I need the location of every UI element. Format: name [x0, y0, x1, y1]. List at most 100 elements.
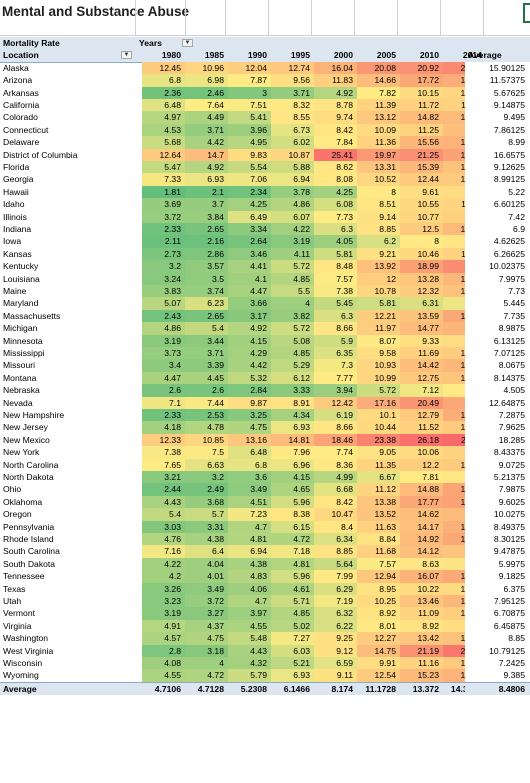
value-cell[interactable]: 9.25: [314, 632, 357, 645]
value-cell[interactable]: 4.05: [314, 235, 357, 248]
average-cell[interactable]: 7.07125: [465, 347, 530, 360]
location-cell[interactable]: Mississippi: [3, 348, 45, 358]
value-cell[interactable]: 17.16: [357, 396, 400, 409]
value-cell[interactable]: 2.43: [142, 309, 185, 323]
average-cell[interactable]: 9.12625: [465, 161, 530, 174]
value-cell[interactable]: 3.46: [228, 247, 271, 261]
location-cell[interactable]: Vermont: [3, 608, 36, 619]
location-cell[interactable]: Idaho: [3, 199, 25, 210]
average-cell[interactable]: 4.505: [465, 384, 530, 397]
value-cell[interactable]: 8.63: [400, 557, 443, 571]
value-cell[interactable]: 7.64: [185, 99, 228, 112]
value-cell[interactable]: 4.61: [271, 582, 314, 595]
average-cell[interactable]: 9.47875: [465, 545, 530, 558]
value-cell[interactable]: 7.65: [142, 458, 185, 471]
value-cell[interactable]: 7.27: [271, 632, 314, 645]
value-cell[interactable]: 14.92: [400, 533, 443, 546]
location-cell[interactable]: Louisiana: [3, 273, 40, 284]
value-cell[interactable]: 9.33: [400, 334, 443, 347]
value-cell[interactable]: 7.44: [185, 396, 228, 409]
value-cell[interactable]: 11.63: [357, 520, 400, 533]
value-cell[interactable]: 4.04: [185, 557, 228, 571]
value-cell[interactable]: 12.32: [400, 285, 443, 298]
value-cell[interactable]: 11.09: [400, 607, 443, 620]
location-cell[interactable]: Colorado: [3, 112, 38, 123]
average-cell[interactable]: 9.385: [465, 669, 530, 682]
value-cell[interactable]: 8.92: [357, 607, 400, 620]
average-cell[interactable]: 10.0275: [465, 508, 530, 521]
value-cell[interactable]: 20.49: [400, 396, 443, 409]
value-cell[interactable]: 8.08: [314, 173, 357, 186]
value-cell[interactable]: 5.47: [142, 161, 185, 174]
value-cell[interactable]: 6.73: [271, 123, 314, 137]
grand-total-cell[interactable]: 4.7128: [197, 683, 224, 694]
average-cell[interactable]: 6.70875: [465, 607, 530, 620]
average-cell[interactable]: 6.60125: [465, 198, 530, 211]
value-cell[interactable]: 4.95: [228, 136, 271, 149]
value-cell[interactable]: 10.09: [357, 123, 400, 137]
average-cell[interactable]: 11.57375: [465, 74, 530, 87]
value-cell[interactable]: 4.78: [185, 421, 228, 434]
value-cell[interactable]: 10.06: [400, 446, 443, 459]
value-cell[interactable]: 3.25: [228, 409, 271, 422]
location-cell[interactable]: Nevada: [3, 397, 33, 408]
value-cell[interactable]: 10.87: [271, 148, 314, 161]
value-cell[interactable]: 4.92: [228, 322, 271, 335]
value-cell[interactable]: 8: [357, 185, 400, 199]
value-cell[interactable]: 14.82: [400, 111, 443, 124]
value-cell[interactable]: 6.67: [357, 471, 400, 484]
value-cell[interactable]: 10.55: [400, 198, 443, 211]
location-cell[interactable]: West Virginia: [3, 645, 54, 656]
location-cell[interactable]: Arkansas: [3, 87, 39, 98]
grand-total-cell[interactable]: 13.372: [412, 683, 439, 694]
value-cell[interactable]: 12.04: [228, 61, 271, 75]
value-cell[interactable]: 3.18: [185, 644, 228, 657]
value-cell[interactable]: 7.16: [142, 545, 185, 558]
value-cell[interactable]: 4: [185, 657, 228, 670]
value-cell[interactable]: 3.19: [271, 235, 314, 248]
value-cell[interactable]: 5.4: [185, 322, 228, 335]
location-cell[interactable]: Indiana: [3, 224, 32, 234]
value-cell[interactable]: 12.27: [357, 632, 400, 645]
value-cell[interactable]: 6.15: [271, 520, 314, 533]
location-cell[interactable]: Oregon: [3, 509, 32, 520]
average-cell[interactable]: 7.735: [465, 309, 530, 323]
value-cell[interactable]: 7.51: [228, 99, 271, 112]
value-cell[interactable]: 9.12: [314, 644, 357, 657]
value-cell[interactable]: 8.42: [314, 495, 357, 509]
average-cell[interactable]: 12.64875: [465, 396, 530, 409]
value-cell[interactable]: 23.38: [357, 433, 400, 447]
value-cell[interactable]: 3.71: [185, 347, 228, 360]
value-cell[interactable]: 6.94: [228, 545, 271, 558]
value-cell[interactable]: 5.21: [271, 657, 314, 670]
value-cell[interactable]: 9.74: [314, 111, 357, 124]
value-cell[interactable]: 2.46: [185, 86, 228, 99]
value-cell[interactable]: 6.96: [271, 458, 314, 471]
value-cell[interactable]: 3.39: [185, 359, 228, 372]
average-cell[interactable]: 8.14375: [465, 371, 530, 385]
value-cell[interactable]: 4.18: [142, 421, 185, 434]
value-cell[interactable]: 2.34: [228, 185, 271, 199]
value-cell[interactable]: 6.31: [400, 297, 443, 310]
value-cell[interactable]: 4.38: [228, 557, 271, 571]
value-cell[interactable]: 5.29: [271, 359, 314, 372]
average-cell[interactable]: 7.95125: [465, 595, 530, 608]
value-cell[interactable]: 4.72: [185, 669, 228, 682]
average-cell[interactable]: 4.62625: [465, 235, 530, 248]
value-cell[interactable]: 12.5: [400, 223, 443, 236]
value-cell[interactable]: 10.22: [400, 582, 443, 595]
value-cell[interactable]: 6.94: [271, 173, 314, 186]
sort-filter-icon[interactable]: ▼: [121, 51, 132, 60]
value-cell[interactable]: 3.73: [142, 347, 185, 360]
value-cell[interactable]: 12.44: [400, 173, 443, 186]
value-cell[interactable]: 2.33: [142, 409, 185, 422]
value-cell[interactable]: 3.72: [142, 210, 185, 223]
location-cell[interactable]: Florida: [3, 162, 30, 172]
value-cell[interactable]: 4.85: [271, 607, 314, 620]
average-cell[interactable]: 7.73: [465, 285, 530, 298]
value-cell[interactable]: 5.4: [142, 508, 185, 521]
value-cell[interactable]: 4.7: [228, 595, 271, 608]
value-cell[interactable]: 5.71: [271, 595, 314, 608]
value-cell[interactable]: 8.78: [314, 99, 357, 112]
value-cell[interactable]: 6.8: [228, 458, 271, 471]
